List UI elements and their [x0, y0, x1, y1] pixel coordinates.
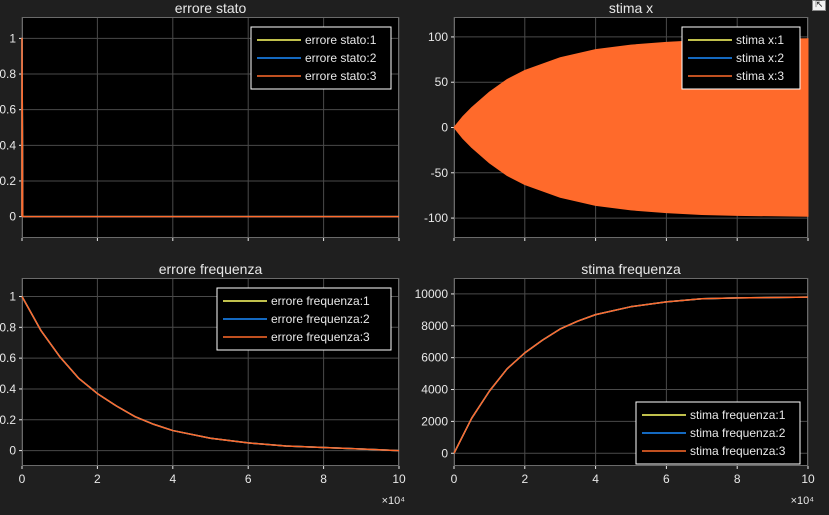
legend-entry: errore frequenza:2 [271, 312, 370, 326]
legend: stima x:1 stima x:2 stima x:3 [681, 26, 801, 90]
legend-entry: errore stato:1 [305, 33, 377, 47]
chart-title: errore frequenza [159, 261, 263, 277]
plot-panel-1: errore stato 0 0.2 0.4 0.6 0.8 1 errore stato:1… [0, 0, 400, 241]
y-tick-label: 0.6 [0, 103, 16, 117]
y-tick-label: 8000 [421, 319, 448, 333]
y-tick-label: 0.4 [0, 138, 16, 152]
plot-area [453, 296, 809, 454]
y-tick-label: 50 [435, 75, 449, 89]
y-tick-label: 0 [9, 210, 16, 224]
x-tick-label: 0 [19, 472, 26, 486]
x-tick-label: 8 [734, 472, 741, 486]
x-tick-label: 2 [94, 472, 101, 486]
y-tick-label: 0.8 [0, 320, 16, 334]
y-tick-label: 0.2 [0, 174, 16, 188]
legend-entry: stima frequenza:2 [690, 426, 786, 440]
plot-panel-4: stima frequenza 0 2 4 6 8 10 0 2000 4000 6000 8000 1… [415, 261, 815, 507]
legend-entry: stima x:3 [736, 69, 784, 83]
legend-entry: errore stato:3 [305, 69, 377, 83]
x-tick-label: 2 [521, 472, 528, 486]
x-tick-label: 10 [392, 472, 406, 486]
legend-entry: stima frequenza:1 [690, 408, 786, 422]
y-tick-label: 0.6 [0, 351, 16, 365]
series-line-3 [21, 296, 400, 452]
x-tick-label: 4 [169, 472, 176, 486]
undock-icon[interactable]: ⇱ [812, 0, 826, 11]
y-tick-label: 1 [9, 289, 16, 303]
x-tick-label: 6 [245, 472, 252, 486]
plot-area [21, 296, 400, 452]
y-tick-label: 0.8 [0, 67, 16, 81]
y-tick-label: 10000 [415, 287, 449, 301]
legend: errore frequenza:1 errore frequenza:2 erro… [216, 287, 392, 351]
legend-entry: errore frequenza:1 [271, 294, 370, 308]
y-tick-label: 6000 [421, 351, 448, 365]
series-line-3 [453, 296, 809, 454]
legend-entry: errore stato:2 [305, 51, 377, 65]
y-tick-label: 0 [441, 446, 448, 460]
y-tick-label: -50 [431, 166, 449, 180]
y-tick-label: -100 [424, 211, 448, 225]
x-exponent-label: ×10⁴ [382, 495, 406, 507]
x-tick-label: 10 [801, 472, 815, 486]
legend: errore stato:1 errore stato:2 errore stato… [250, 26, 392, 90]
x-tick-label: 6 [663, 472, 670, 486]
y-tick-label: 0.4 [0, 382, 16, 396]
y-tick-label: 2000 [421, 414, 448, 428]
legend-entry: errore frequenza:3 [271, 330, 370, 344]
plot-area [21, 37, 399, 218]
x-tick-label: 8 [320, 472, 327, 486]
y-tick-label: 0 [441, 121, 448, 135]
legend-entry: stima x:1 [736, 33, 784, 47]
chart-title: errore stato [175, 0, 247, 16]
y-tick-label: 0.2 [0, 413, 16, 427]
x-exponent-label: ×10⁴ [791, 495, 815, 507]
chart-title: stima frequenza [581, 261, 681, 277]
x-tick-label: 4 [592, 472, 599, 486]
y-tick-label: 1 [9, 31, 16, 45]
legend-entry: stima frequenza:3 [690, 444, 786, 458]
axes-frame [454, 278, 808, 466]
legend-entry: stima x:2 [736, 51, 784, 65]
y-tick-label: 4000 [421, 383, 448, 397]
y-tick-label: 100 [428, 30, 448, 44]
x-tick-label: 0 [451, 472, 458, 486]
chart-title: stima x [609, 0, 653, 16]
legend: stima frequenza:1 stima frequenza:2 stima … [635, 401, 801, 465]
series-line-3 [21, 37, 399, 218]
axes-frame [22, 278, 399, 466]
plot-panel-3: errore frequenza 0 2 4 6 8 10 0 0.2 0.4 0.6 0.8 1 ×10… [0, 261, 406, 507]
y-tick-label: 0 [9, 444, 16, 458]
